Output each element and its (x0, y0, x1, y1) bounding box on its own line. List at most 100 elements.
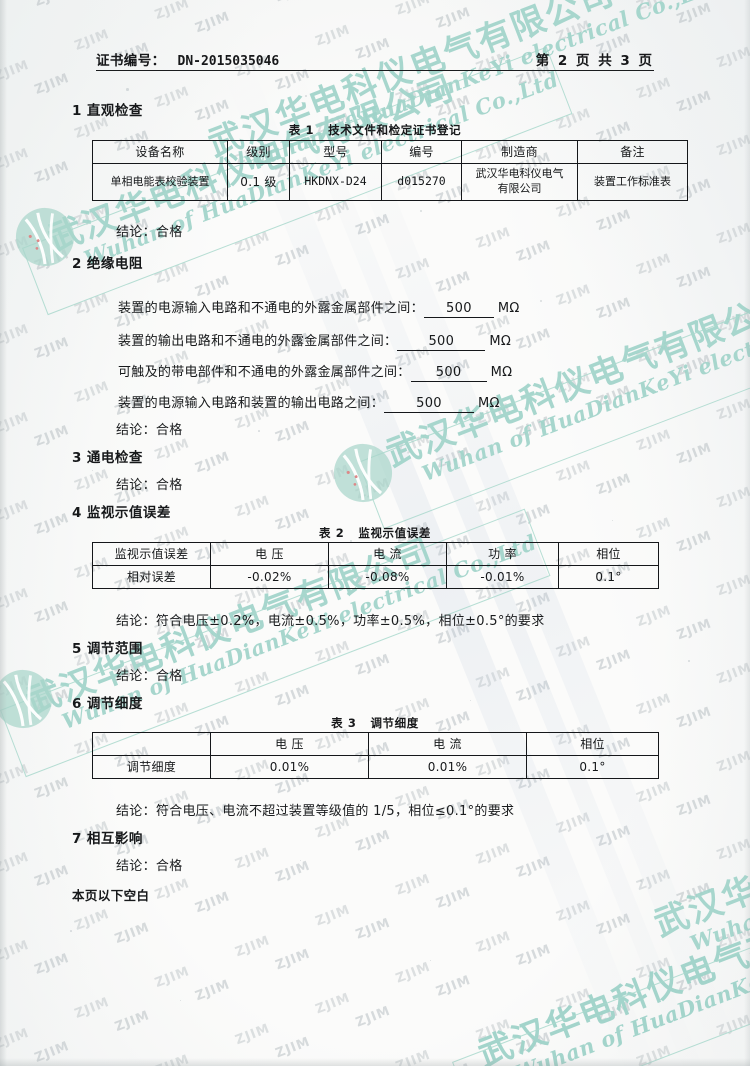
table-adjustment-fineness: 电 压 电 流 相位 调节细度 0.01% 0.01% 0.1° (92, 732, 659, 779)
section-number: 1 (72, 103, 82, 119)
table-row-header: 电 压 电 流 相位 (93, 733, 659, 756)
table-monitor-indication-error: 监视示值误差 电 压 电 流 功 率 相位 相对误差 -0.02% -0.08%… (92, 542, 659, 589)
table3-caption: 表 3 调节细度 (0, 715, 750, 731)
table2-cell-voltage: -0.02% (211, 566, 329, 589)
table1-caption: 表 1 技术文件和检定证书登记 (0, 122, 750, 138)
table2-header-0: 监视示值误差 (93, 543, 211, 566)
table2-cell-current: -0.08% (329, 566, 447, 589)
conclusion-section-2: 结论：合格 (116, 419, 183, 438)
insulation-row-4: 装置的电源输入电路和装置的输出电路之间： 500 MΩ (118, 392, 500, 413)
table3-cell-label: 调节细度 (93, 756, 211, 779)
insulation-label: 可触及的带电部件和不通电的外露金属部件之间： (118, 361, 411, 380)
table1-header-3: 编号 (382, 141, 462, 164)
conclusion-section-3: 结论：合格 (116, 474, 183, 493)
table2-caption: 表 2 监视示值误差 (0, 525, 750, 541)
table1-cell-manufacturer: 武汉华电科仪电气 有限公司 (462, 164, 578, 201)
section-heading-5: 5 调节范围 (72, 637, 143, 657)
insulation-label: 装置的电源输入电路和不通电的外露金属部件之间： (118, 297, 424, 316)
section-number: 7 (72, 831, 82, 847)
blank-page-note: 本页以下空白 (72, 885, 149, 904)
section-title: 调节细度 (87, 696, 143, 712)
table3-cell-current: 0.01% (369, 756, 527, 779)
table1-cell-remark: 装置工作标准表 (578, 164, 688, 201)
insulation-unit: MΩ (498, 301, 520, 316)
table3-header-2: 电 流 (369, 733, 527, 756)
table1-cell-class: 0.1 级 (228, 164, 290, 201)
insulation-row-2: 装置的输出电路和不通电的外露金属部件之间： 500 MΩ (118, 330, 511, 351)
table3-cell-voltage: 0.01% (211, 756, 369, 779)
section-heading-6: 6 调节细度 (72, 692, 143, 712)
section-title: 通电检查 (87, 450, 143, 466)
table1-cell-device-name: 单相电能表校验装置 (93, 164, 228, 201)
insulation-row-3: 可触及的带电部件和不通电的外露金属部件之间： 500 MΩ (118, 361, 512, 382)
table1-caption-title: 技术文件和检定证书登记 (328, 123, 461, 137)
table2-caption-label: 表 2 (319, 526, 344, 540)
header-divider (96, 70, 654, 71)
conclusion-section-6: 结论：符合电压、电流不超过装置等级值的 1/5，相位≤0.1°的要求 (116, 800, 514, 819)
table1-header-0: 设备名称 (93, 141, 228, 164)
insulation-unit: MΩ (491, 365, 513, 380)
table3-header-1: 电 压 (211, 733, 369, 756)
page-number: 第 2 页 共 3 页 (536, 49, 654, 69)
insulation-label: 装置的输出电路和不通电的外露金属部件之间： (118, 330, 397, 349)
conclusion-section-4: 结论：符合电压±0.2%，电流±0.5%，功率±0.5%，相位±0.5°的要求 (116, 610, 545, 629)
table2-cell-power: -0.01% (447, 566, 559, 589)
table2-cell-phase: 0.1° (559, 566, 659, 589)
page-header: 证书编号： DN-2015035046 第 2 页 共 3 页 (96, 49, 654, 69)
table-row: 相对误差 -0.02% -0.08% -0.01% 0.1° (93, 566, 659, 589)
conclusion-section-1: 结论：合格 (116, 221, 183, 240)
insulation-value: 500 (384, 396, 474, 413)
table1-header-4: 制造商 (462, 141, 578, 164)
table2-header-1: 电 压 (211, 543, 329, 566)
section-heading-3: 3 通电检查 (72, 446, 143, 466)
table3-caption-title: 调节细度 (370, 716, 418, 730)
section-heading-1: 1 直观检查 (72, 99, 143, 119)
insulation-unit: MΩ (478, 396, 500, 411)
certificate-number-label: 证书编号： (96, 53, 166, 69)
table2-header-4: 相位 (559, 543, 659, 566)
section-title: 直观检查 (87, 103, 143, 119)
document-content: 证书编号： DN-2015035046 第 2 页 共 3 页 1 直观检查 表 1… (0, 0, 750, 1066)
table3-header-0 (93, 733, 211, 756)
document-page: ZJIMZJIMZJIM ZJIMZJIMZJIM ZJIMZJIMZJIMZJIM… (0, 0, 750, 1066)
table1-header-2: 型号 (290, 141, 382, 164)
insulation-unit: MΩ (489, 334, 511, 349)
table3-cell-phase: 0.1° (527, 756, 659, 779)
table1-header-1: 级别 (228, 141, 290, 164)
section-title: 调节范围 (87, 641, 143, 657)
table2-header-3: 功 率 (447, 543, 559, 566)
table1-header-5: 备注 (578, 141, 688, 164)
section-title: 绝缘电阻 (87, 256, 143, 272)
section-number: 6 (72, 696, 82, 712)
certificate-number-block: 证书编号： DN-2015035046 (96, 49, 279, 69)
table2-header-2: 电 流 (329, 543, 447, 566)
table-technical-documents: 设备名称 级别 型号 编号 制造商 备注 单相电能表校验装置 0.1 级 HKD… (92, 140, 688, 201)
section-number: 2 (72, 256, 82, 272)
section-title: 监视示值误差 (87, 505, 171, 521)
table1-cell-model: HKDNX-D24 (290, 164, 382, 201)
table-row-header: 监视示值误差 电 压 电 流 功 率 相位 (93, 543, 659, 566)
insulation-value: 500 (424, 301, 494, 318)
table2-caption-title: 监视示值误差 (358, 526, 431, 540)
conclusion-section-7: 结论：合格 (116, 855, 183, 874)
section-heading-2: 2 绝缘电阻 (72, 252, 143, 272)
insulation-value: 500 (411, 365, 487, 382)
table2-cell-label: 相对误差 (93, 566, 211, 589)
insulation-row-1: 装置的电源输入电路和不通电的外露金属部件之间： 500 MΩ (118, 297, 520, 318)
insulation-label: 装置的电源输入电路和装置的输出电路之间： (118, 392, 384, 411)
section-number: 3 (72, 450, 82, 466)
section-heading-4: 4 监视示值误差 (72, 501, 171, 521)
table1-cell-serial: d015270 (382, 164, 462, 201)
section-number: 5 (72, 641, 82, 657)
table-row: 单相电能表校验装置 0.1 级 HKDNX-D24 d015270 武汉华电科仪… (93, 164, 688, 201)
table-row-header: 设备名称 级别 型号 编号 制造商 备注 (93, 141, 688, 164)
insulation-value: 500 (397, 334, 485, 351)
table3-header-3: 相位 (527, 733, 659, 756)
conclusion-section-5: 结论：合格 (116, 665, 183, 684)
section-title: 相互影响 (87, 831, 143, 847)
table-row: 调节细度 0.01% 0.01% 0.1° (93, 756, 659, 779)
table3-caption-label: 表 3 (331, 716, 356, 730)
section-heading-7: 7 相互影响 (72, 827, 143, 847)
certificate-number-value: DN-2015035046 (178, 54, 280, 69)
section-number: 4 (72, 505, 82, 521)
